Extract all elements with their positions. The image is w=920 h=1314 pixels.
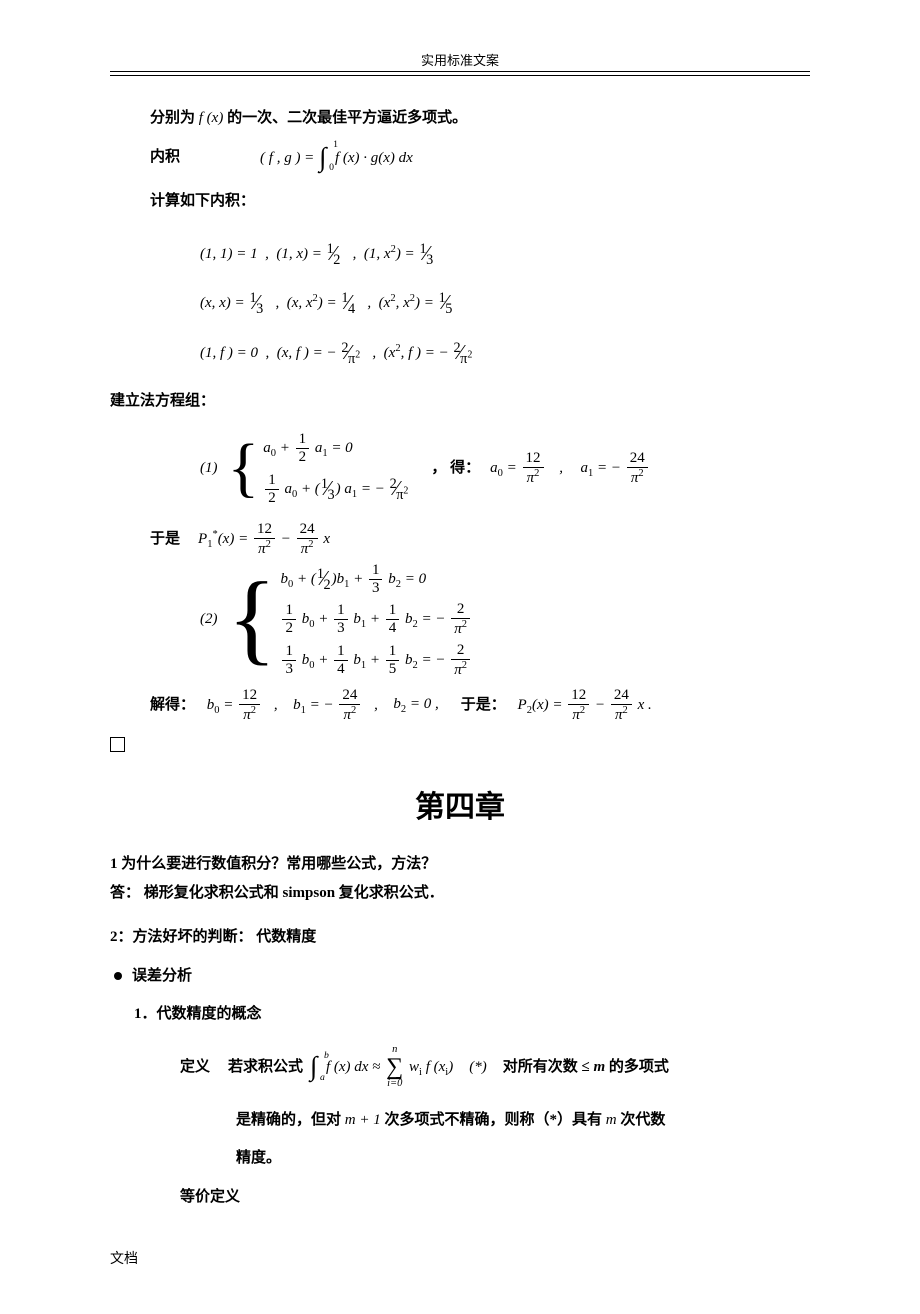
sys1-tag: (1): [200, 454, 218, 483]
a1-body: 梯形复化求积公式和 simpson 复化求积公式．: [144, 885, 444, 901]
q2: 2：方法好坏的判断： 代数精度: [110, 923, 810, 952]
qed-box: [110, 733, 810, 762]
a1-label: 答：: [110, 885, 140, 901]
bullet-text: 误差分析: [132, 962, 192, 991]
calc-label: 计算如下内积：: [110, 187, 810, 216]
sys2-tag: (2): [200, 605, 218, 634]
equiv-label: 等价定义: [110, 1183, 810, 1212]
system-2: (2) { b0 + (1⁄2)b1 + 13 b2 = 0 12 b0 + 1…: [110, 561, 810, 678]
sys2-r3: 13 b0 + 14 b1 + 15 b2 = − 2π2: [280, 643, 472, 678]
solve-label: 解得：: [150, 691, 195, 720]
p2-label: 于是：: [461, 691, 506, 720]
def-l2b: 次多项式不精确，则称（*）具有: [384, 1112, 602, 1128]
b0-eq: b0 = 12π2: [203, 688, 262, 723]
intro-fx: f (x): [199, 110, 227, 126]
p1-line: 于是 P1*(x) = 12π2 − 24π2 x: [110, 522, 810, 557]
inner-eq: ( f , g ) = ∫ 1 0 f (x) · g(x) dx: [260, 145, 413, 169]
inner-product-def: 内积 ( f , g ) = ∫ 1 0 f (x) · g(x) dx: [110, 143, 810, 172]
b2-eq: b2 = 0 ,: [393, 690, 438, 720]
sys2-r1: b0 + (1⁄2)b1 + 13 b2 = 0: [280, 561, 472, 596]
def-l2a: 是精确的，但对: [236, 1112, 341, 1128]
a1: 答： 梯形复化求积公式和 simpson 复化求积公式．: [110, 879, 810, 908]
p2-eq: P2(x) = 12π2 − 24π2 x .: [514, 688, 652, 723]
sys1-r2: 12 a0 + (1⁄3) a1 = − 2⁄π2: [263, 471, 409, 506]
def-label: 定义: [180, 1053, 210, 1082]
intro-line: 分别为 f (x) 的一次、二次最佳平方逼近多项式。: [110, 104, 810, 133]
system-1: (1) { a0 + 12 a1 = 0 12 a0 + (1⁄3) a1 = …: [110, 432, 810, 506]
intro-a: 分别为: [150, 110, 195, 126]
sys2-r2: 12 b0 + 13 b1 + 14 b2 = − 2π2: [280, 602, 472, 637]
sys1-r1: a0 + 12 a1 = 0: [263, 432, 409, 465]
a0-eq: a0 = 12π2: [490, 451, 545, 486]
bullet-icon: [114, 972, 122, 980]
def-l3: 精度。: [180, 1144, 810, 1173]
a1-eq: a1 = − 24π2: [581, 451, 650, 486]
q1: 1 为什么要进行数值积分？常用哪些公式，方法？: [110, 850, 810, 879]
bullet-error: 误差分析: [110, 962, 810, 991]
intro-c: 的一次、二次最佳平方逼近多项式。: [227, 110, 467, 126]
page-footer: 文档: [110, 1247, 810, 1274]
concept-line: 1．代数精度的概念: [110, 1000, 810, 1029]
def-l2c: 次代数: [620, 1112, 665, 1128]
def-d: 对所有次数 ≤ m 的多项式: [503, 1053, 669, 1082]
get-label: ， 得：: [431, 454, 480, 483]
ip-row-2: (x, x) = 1⁄3 , (x, x2) = 1⁄4 , (x2, x2) …: [110, 281, 810, 321]
p1-label: 于是: [150, 525, 180, 554]
inner-label: 内积: [150, 143, 180, 172]
ip-row-3: (1, f ) = 0 , (x, f ) = − 2⁄π2 , (x2, f …: [110, 331, 810, 371]
def-integral: ∫ b a f (x) dx ≈ n ∑ i=0 wi f (xi): [309, 1045, 453, 1090]
ip-row-1: (1, 1) = 1 , (1, x) = 1⁄2 , (1, x2) = 1⁄…: [110, 232, 810, 272]
chapter-title: 第四章: [110, 779, 810, 836]
page-header: 实用标准文案: [110, 50, 810, 72]
header-double-rule: [110, 75, 810, 76]
def-a: 若求积公式: [228, 1053, 303, 1082]
p1-eq: P1*(x) = 12π2 − 24π2 x: [198, 522, 330, 557]
def-m: m: [606, 1112, 621, 1128]
definition-block: 定义 若求积公式 ∫ b a f (x) dx ≈ n ∑ i=0 wi f (…: [110, 1045, 810, 1173]
b1-eq: b1 = − 24π2: [293, 688, 362, 723]
def-star: (*): [469, 1053, 487, 1082]
build-label: 建立法方程组：: [110, 387, 810, 416]
def-mp1: m + 1: [345, 1112, 385, 1128]
solve-line: 解得： b0 = 12π2 , b1 = − 24π2 , b2 = 0 , 于…: [110, 688, 810, 723]
